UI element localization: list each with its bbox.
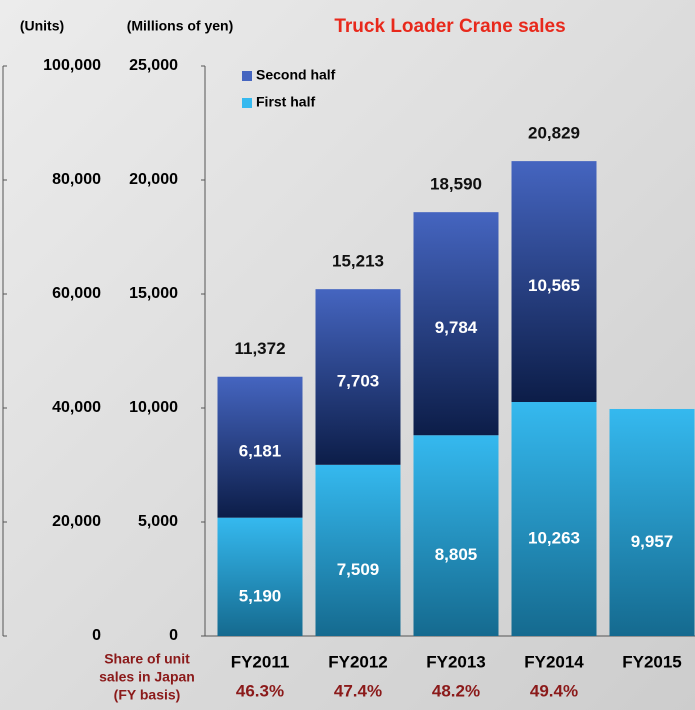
share-title: (FY basis) (114, 687, 181, 703)
x-tick-label: FY2011 (231, 652, 290, 671)
y-tick-label: 20,000 (129, 171, 178, 188)
data-label: 5,190 (239, 586, 282, 605)
share-label: 47.4% (334, 681, 382, 700)
x-tick-label: FY2014 (524, 652, 584, 671)
x-tick-label: FY2013 (426, 652, 486, 671)
y-tick-label: 25,000 (129, 57, 178, 74)
legend-label: First half (256, 94, 315, 110)
y-tick-label: 5,000 (138, 513, 178, 530)
y-tick-label: 15,000 (129, 285, 178, 302)
bar-segment (315, 464, 401, 636)
share-title: Share of unit (104, 651, 190, 667)
y2-axis-label: (Units) (20, 18, 64, 34)
y2-tick-label: 100,000 (43, 57, 101, 74)
data-label: 7,509 (337, 560, 380, 579)
share-label: 49.4% (530, 681, 578, 700)
data-label: 10,263 (528, 528, 580, 547)
y2-tick-label: 20,000 (52, 513, 101, 530)
bar-segment (511, 161, 597, 403)
legend-swatch (242, 71, 252, 81)
x-tick-label: FY2015 (622, 652, 682, 671)
total-label: 11,372 (234, 339, 285, 358)
bar-segment (217, 517, 303, 636)
data-label: 7,703 (337, 371, 380, 390)
y2-tick-label: 60,000 (52, 285, 101, 302)
total-label: 18,590 (430, 175, 482, 194)
data-label: 9,957 (631, 532, 674, 551)
data-label: 10,565 (528, 276, 580, 295)
legend-label: Second half (256, 67, 336, 83)
bar-segment (413, 435, 499, 636)
bar-segment (315, 289, 401, 465)
x-tick-label: FY2012 (328, 652, 388, 671)
total-label: 15,213 (332, 252, 384, 271)
share-title: sales in Japan (99, 669, 195, 685)
y-tick-label: 10,000 (129, 399, 178, 416)
data-label: 9,784 (435, 318, 478, 337)
chart-title: Truck Loader Crane sales (334, 16, 565, 37)
legend-swatch (242, 98, 252, 108)
bar-segment (413, 212, 499, 436)
data-label: 8,805 (435, 545, 478, 564)
y2-tick-label: 0 (92, 627, 101, 644)
bar-segment (511, 402, 597, 636)
y2-tick-label: 80,000 (52, 171, 101, 188)
total-label: 20,829 (528, 124, 580, 143)
bar-segment (217, 376, 303, 518)
data-label: 6,181 (239, 442, 282, 461)
y-tick-label: 0 (169, 627, 178, 644)
y2-tick-label: 40,000 (52, 399, 101, 416)
share-label: 48.2% (432, 681, 480, 700)
share-label: 46.3% (236, 681, 284, 700)
y-axis-label: (Millions of yen) (127, 18, 234, 34)
bar-segment (609, 408, 695, 636)
